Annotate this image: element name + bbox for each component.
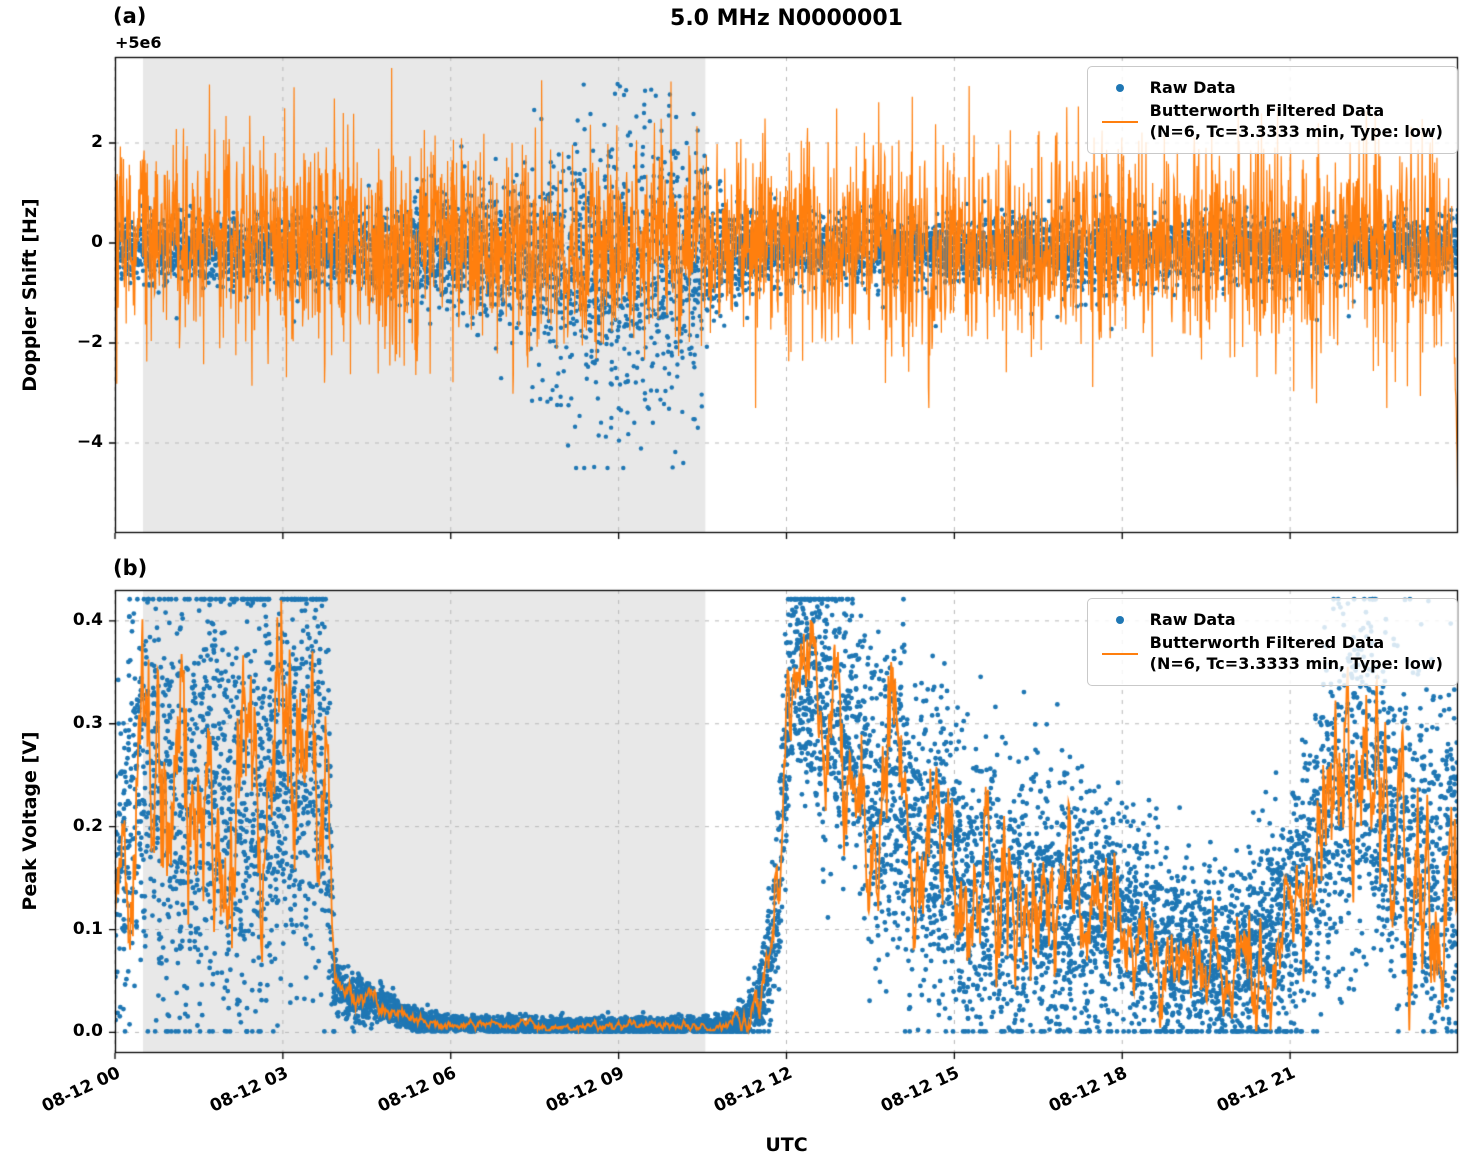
- panel-a-y-tick-label: −4: [76, 432, 103, 452]
- panel-b-legend: Raw Data Butterworth Filtered Data (N=6,…: [1086, 598, 1458, 687]
- panel-b-label: (b): [113, 556, 148, 580]
- x-axis-label: UTC: [765, 1134, 808, 1156]
- figure-title: 5.0 MHz N0000001: [670, 6, 903, 31]
- raw-data-dot-icon: [1115, 616, 1124, 625]
- panel-b-y-tick-label: 0.0: [72, 1021, 103, 1042]
- legend-raw-entry: Raw Data: [1098, 78, 1443, 99]
- panel-a-y-tick-label: 2: [91, 132, 103, 152]
- legend-filtered-params: (N=6, Tc=3.3333 min, Type: low): [1149, 121, 1443, 141]
- y-offset-label: +5e6: [115, 33, 162, 52]
- filtered-marker-wrap: [1098, 120, 1142, 123]
- filtered-line-icon: [1101, 120, 1138, 123]
- legend-filtered-label: Butterworth Filtered Data (N=6, Tc=3.333…: [1150, 633, 1443, 675]
- panel-b-y-tick-label: 0.2: [72, 815, 103, 836]
- legend-filtered-title: Butterworth Filtered Data: [1149, 632, 1385, 652]
- legend-filtered-entry: Butterworth Filtered Data (N=6, Tc=3.333…: [1098, 101, 1443, 143]
- filtered-marker-wrap: [1098, 652, 1142, 655]
- filtered-line-icon: [1101, 652, 1138, 655]
- legend-filtered-entry: Butterworth Filtered Data (N=6, Tc=3.333…: [1098, 633, 1443, 675]
- panel-b-y-tick-label: 0.4: [72, 609, 103, 630]
- raw-data-marker-wrap: [1098, 84, 1142, 93]
- legend-raw-entry: Raw Data: [1098, 610, 1443, 631]
- panel-a-y-axis-label: Doppler Shift [Hz]: [19, 198, 41, 392]
- raw-data-dot-icon: [1115, 84, 1124, 93]
- panel-b-y-axis-label: Peak Voltage [V]: [19, 731, 41, 911]
- legend-raw-label: Raw Data: [1149, 610, 1236, 629]
- raw-data-marker-wrap: [1098, 616, 1142, 625]
- legend-filtered-label: Butterworth Filtered Data (N=6, Tc=3.333…: [1150, 101, 1443, 143]
- panel-a-y-tick-label: 0: [91, 232, 103, 252]
- legend-filtered-title: Butterworth Filtered Data: [1149, 100, 1385, 120]
- legend-raw-label: Raw Data: [1149, 78, 1236, 97]
- panel-a-legend: Raw Data Butterworth Filtered Data (N=6,…: [1086, 66, 1458, 155]
- panel-a-label: (a): [113, 4, 147, 28]
- panel-b-y-tick-label: 0.1: [72, 918, 103, 939]
- panel-b-y-tick-label: 0.3: [72, 712, 103, 733]
- legend-filtered-params: (N=6, Tc=3.3333 min, Type: low): [1149, 653, 1443, 673]
- panel-a-y-tick-label: −2: [76, 332, 103, 352]
